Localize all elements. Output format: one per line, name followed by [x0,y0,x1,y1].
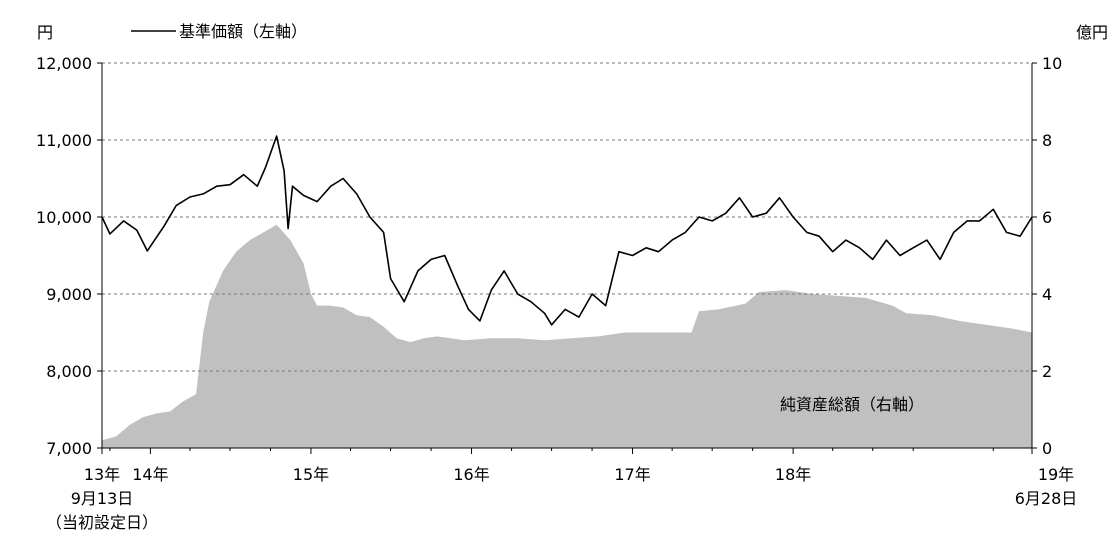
x-end-date-label: 6月28日 [1015,489,1078,508]
price-line-layer [101,135,1033,326]
legend-price-label: 基準価額（左軸） [179,22,307,41]
right-tick-label: 4 [1042,285,1052,304]
axis-layer: 12,000 11,000 10,000 9,000 8,000 7,000 10 8 6 4 2 0… [36,54,1062,484]
x-start-year-label: 13年 [84,465,120,484]
right-tick-label: 0 [1042,439,1052,458]
net-assets-label: 純資産総額（右軸） [780,395,924,414]
right-axis-unit: 億円 [1076,23,1108,42]
grid-layer [102,62,1032,372]
right-tick-label: 2 [1042,362,1052,381]
x-tick-label: 16年 [453,465,489,484]
price-line [101,135,1033,326]
right-tick-label: 8 [1042,131,1052,150]
x-start-note-label: （当初設定日） [46,513,158,532]
left-tick-label: 12,000 [36,54,92,73]
x-tick-label: 14年 [132,465,168,484]
net-assets-area [102,224,1032,448]
x-start-date-label: 9月13日 [71,489,134,508]
net-assets-area-layer [102,224,1032,448]
left-tick-label: 9,000 [46,285,92,304]
left-tick-label: 8,000 [46,362,92,381]
right-tick-label: 10 [1042,54,1062,73]
x-tick-label: 17年 [614,465,650,484]
left-tick-label: 11,000 [36,131,92,150]
x-tick-label: 18年 [775,465,811,484]
x-tick-label: 15年 [293,465,329,484]
right-tick-label: 6 [1042,208,1052,227]
left-tick-label: 10,000 [36,208,92,227]
left-tick-label: 7,000 [46,439,92,458]
left-axis-unit: 円 [37,23,53,42]
x-end-year-label: 19年 [1038,465,1074,484]
